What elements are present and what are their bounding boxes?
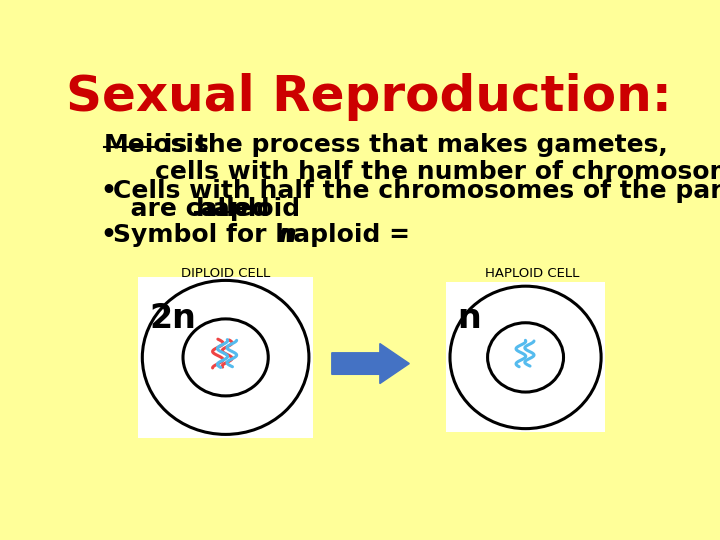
Ellipse shape	[487, 323, 564, 392]
Text: haploid: haploid	[195, 197, 300, 221]
Text: •: •	[101, 179, 117, 202]
Ellipse shape	[183, 319, 269, 396]
Text: n: n	[457, 302, 481, 335]
Ellipse shape	[143, 280, 309, 434]
Text: 2n: 2n	[150, 302, 197, 335]
FancyBboxPatch shape	[138, 276, 312, 438]
Ellipse shape	[450, 286, 601, 429]
Text: are called: are called	[113, 197, 279, 221]
FancyArrow shape	[332, 343, 409, 383]
Text: •: •	[101, 222, 117, 247]
Text: Cells with half the chromosomes of the parent: Cells with half the chromosomes of the p…	[113, 179, 720, 202]
Text: is the process that makes gametes,
cells with half the number of chromosomes: is the process that makes gametes, cells…	[155, 132, 720, 184]
Text: HAPLOID CELL: HAPLOID CELL	[485, 267, 579, 280]
Text: Sexual Reproduction:: Sexual Reproduction:	[66, 73, 672, 121]
Text: Meiosis: Meiosis	[104, 132, 210, 157]
FancyBboxPatch shape	[446, 282, 605, 433]
Text: n: n	[279, 222, 296, 247]
Text: DIPLOID CELL: DIPLOID CELL	[181, 267, 270, 280]
Text: Symbol for haploid =: Symbol for haploid =	[113, 222, 419, 247]
